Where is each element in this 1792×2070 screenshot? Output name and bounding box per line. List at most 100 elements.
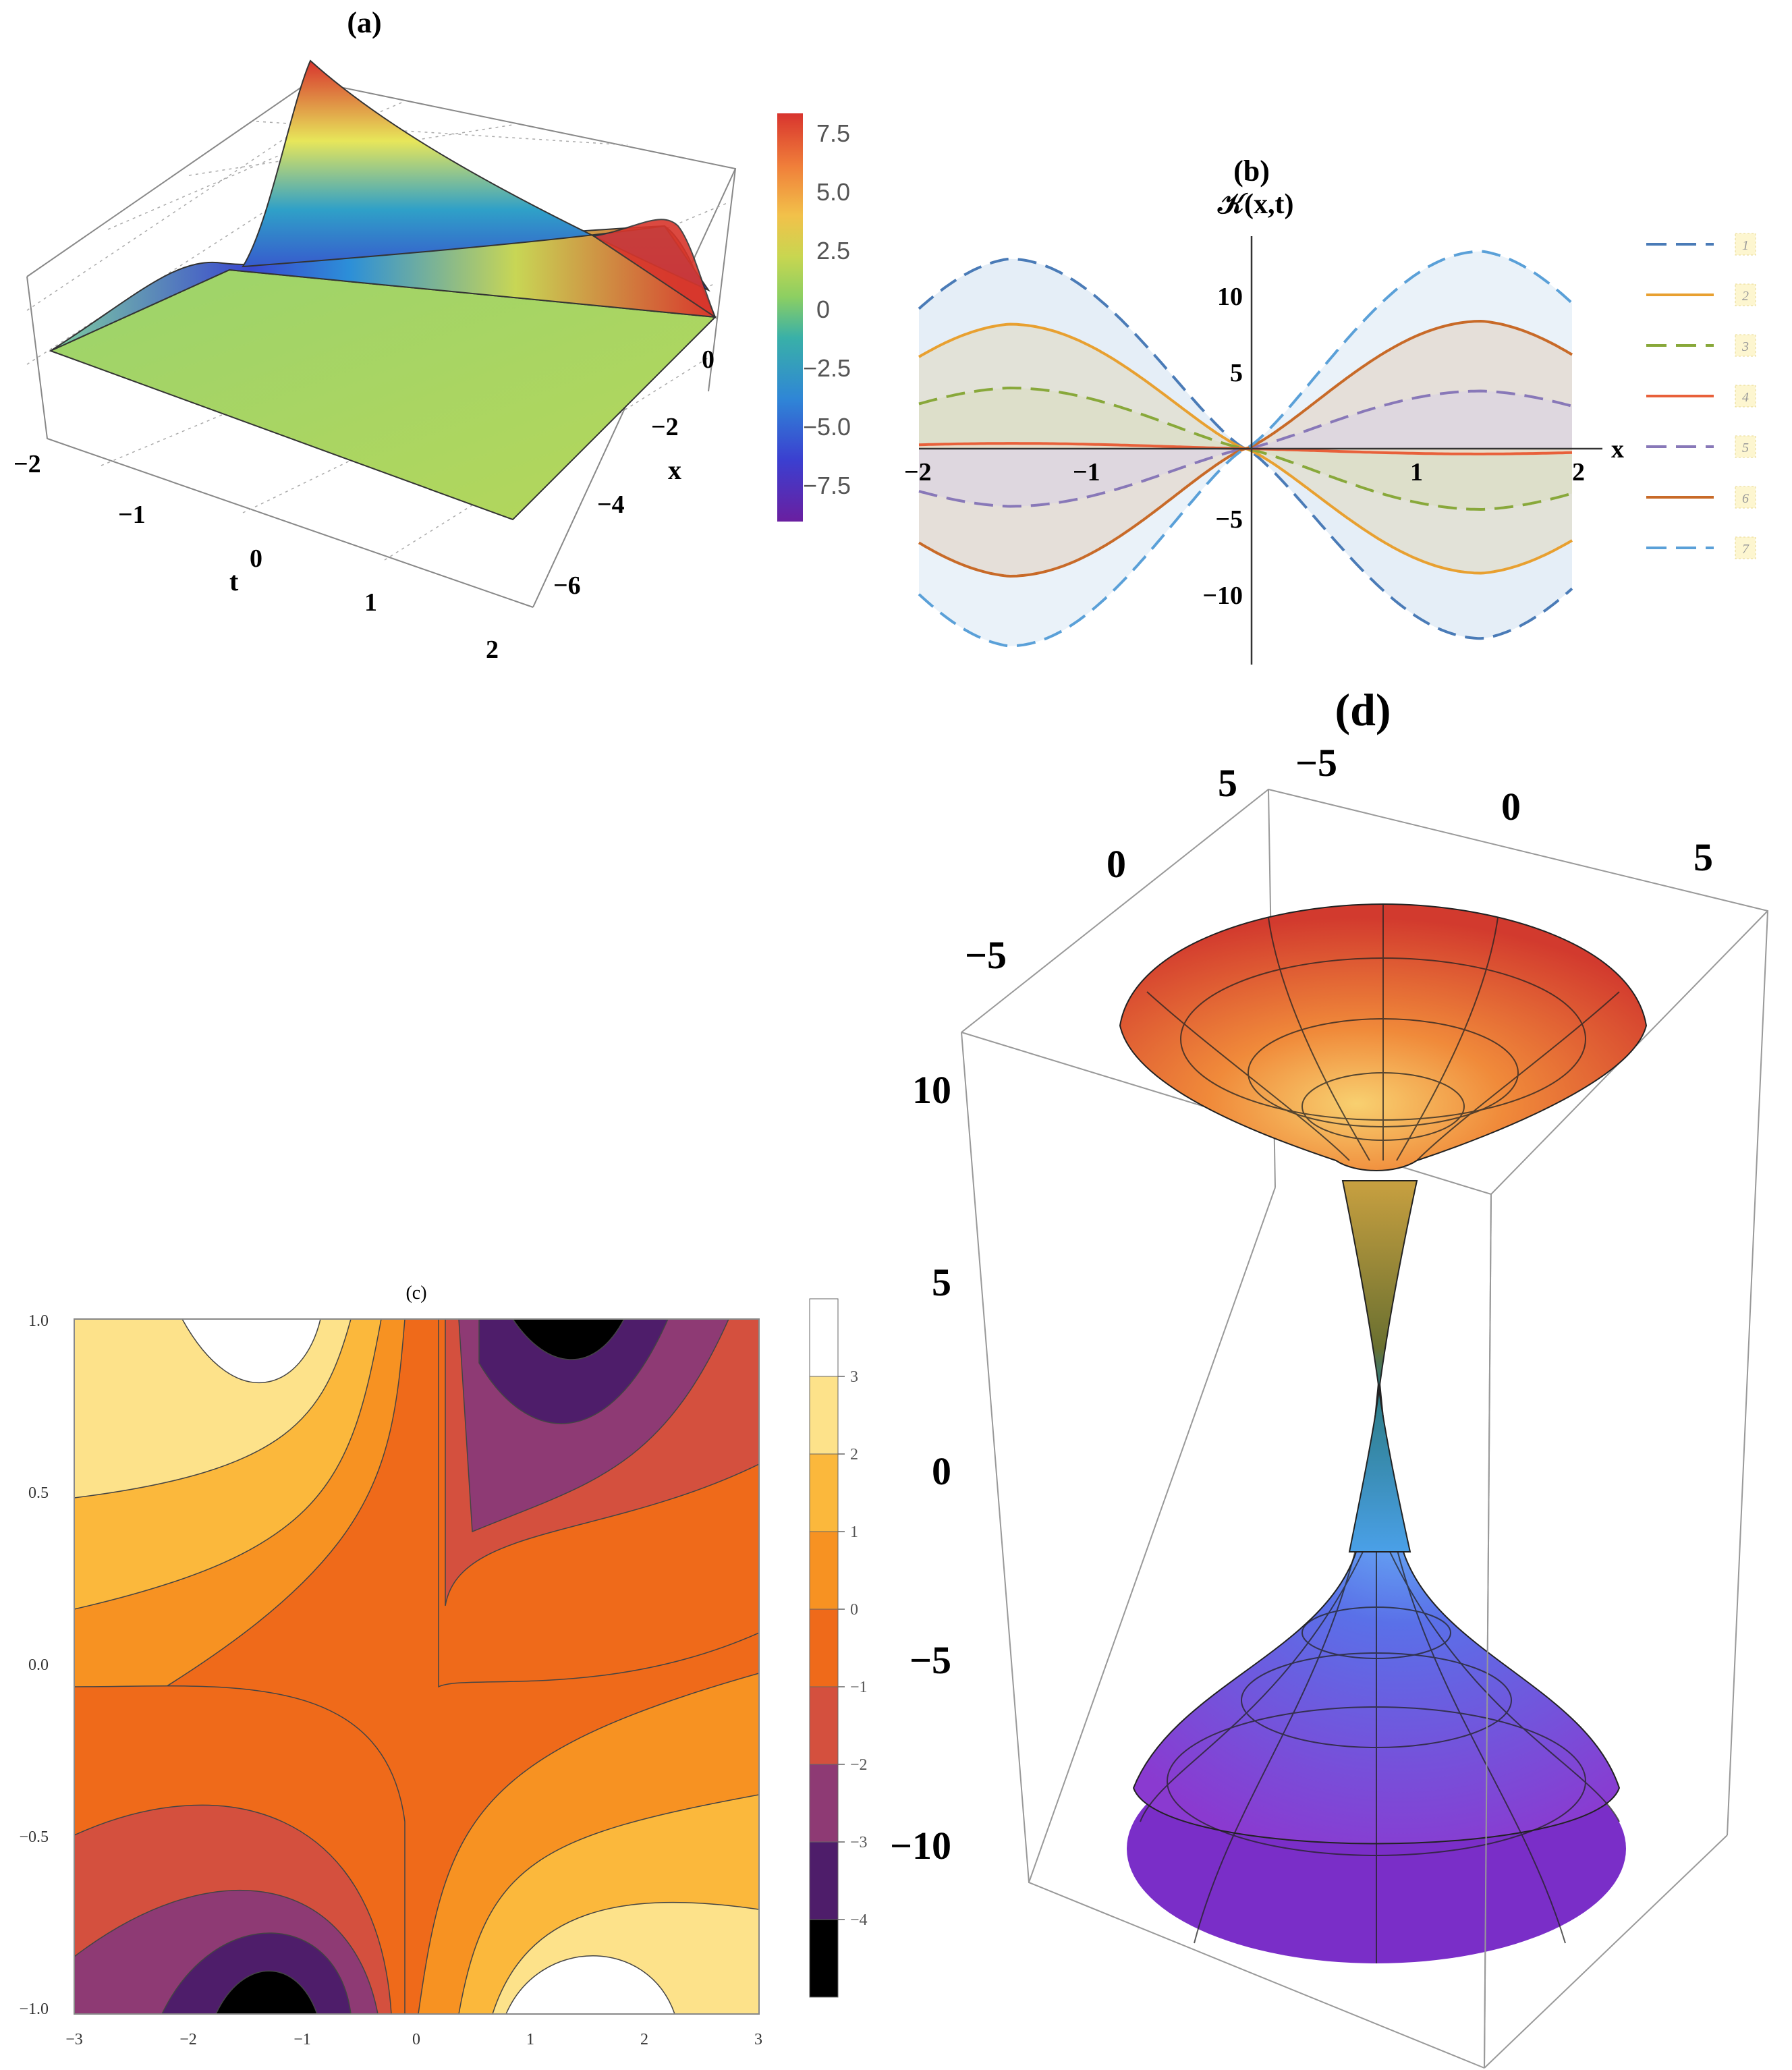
- t-tick: 1: [364, 588, 377, 617]
- legend-label: −3: [850, 1834, 868, 1851]
- chart-d-bottom-mesh: [1140, 1417, 1620, 1963]
- chart-d-neck: [1341, 1180, 1418, 1552]
- chart-c-contours: [74, 1319, 759, 2014]
- x-tick: 1: [526, 2031, 534, 2048]
- legend-swatch: [809, 1531, 839, 1610]
- legend-swatch: [809, 1376, 839, 1455]
- legend-label-4: 4: [1742, 390, 1749, 405]
- t-tick: −1: [118, 501, 146, 529]
- contour-band-9: [512, 1319, 625, 1360]
- y-tick: −10: [1202, 582, 1243, 610]
- contour-band-4: [181, 1319, 321, 1384]
- chart-a-t-ticks: −2 −1 0 1 2: [13, 450, 499, 664]
- legend-label-7: 7: [1742, 542, 1749, 557]
- t-tick: −2: [13, 450, 41, 478]
- z-tick: −10: [890, 1824, 951, 1868]
- legend-label: −4: [850, 1911, 868, 1929]
- legend-badge: [1735, 435, 1756, 458]
- chart-a-x-label: x: [668, 455, 681, 485]
- legend-swatch: [809, 1919, 839, 1998]
- tick: 0: [1501, 785, 1521, 829]
- legend-label: 0: [850, 1601, 858, 1619]
- legend-label-1: 1: [1742, 238, 1749, 253]
- y-tick: 10: [1217, 283, 1243, 311]
- chart-c: (c) 1.0 0.5 0.0 −0.5 −1.0 −3 −2 −1: [19, 1283, 868, 2048]
- legend-label: 3: [850, 1368, 858, 1386]
- legend-badge: [1735, 486, 1756, 509]
- chart-a-x-ticks: 0 −2 −4 −6: [553, 345, 715, 600]
- x-tick: −1: [293, 2031, 311, 2048]
- tick: 5: [1693, 835, 1713, 879]
- cbar-tick: 5.0: [816, 178, 850, 206]
- x-tick: −2: [904, 458, 932, 486]
- x-tick: −3: [65, 2031, 83, 2048]
- x-tick: 0: [412, 2031, 420, 2048]
- cbar-tick: 7.5: [816, 119, 850, 147]
- y-tick: 0.0: [28, 1656, 49, 1674]
- z-tick: 10: [912, 1068, 951, 1112]
- legend-badge: [1735, 536, 1756, 559]
- chart-d-top-ticks: 5 0 −5 −5 0 5: [965, 741, 1713, 977]
- chart-a-title: (a): [347, 6, 381, 39]
- legend-swatch: [809, 1764, 839, 1843]
- x-tick: −1: [1073, 458, 1100, 486]
- chart-d-top-mesh: [1146, 904, 1620, 1161]
- legend-swatch: [809, 1609, 839, 1687]
- chart-b-legend: 1 2 3 4 5 6 7: [1646, 233, 1756, 559]
- x-tick: 1: [1410, 458, 1423, 486]
- contour-band-14: [215, 1970, 318, 2014]
- chart-d-box-front: [1484, 1194, 1492, 2069]
- chart-d-title: (d): [1335, 684, 1391, 735]
- cbar-tick: −2.5: [803, 354, 851, 382]
- chart-a-colorbar: [777, 113, 803, 522]
- legend-label: −2: [850, 1756, 868, 1774]
- chart-c-x-ticks: −3 −2 −1 0 1 2 3: [65, 2031, 762, 2048]
- legend-swatch: [809, 1453, 839, 1532]
- chart-a: (a) −2 −1 0 1 2 t 0 −2 −4 −6 x 7.5: [13, 6, 851, 664]
- series-line-7: [918, 250, 1573, 648]
- chart-d-z-ticks: 10 5 0 −5 −10: [890, 1068, 951, 1868]
- y-tick: −5: [1215, 505, 1243, 534]
- t-tick: 2: [486, 636, 499, 664]
- chart-b-x-ticks: −2 −1 1 2: [904, 458, 1585, 486]
- legend-label-3: 3: [1741, 339, 1749, 354]
- legend-badge: [1735, 233, 1756, 256]
- z-tick: −5: [909, 1638, 951, 1682]
- chart-b: (b) 𝒦(x,t) −2 −1 1 2 x 10 5 −5 −10 1 2 3 4 5…: [904, 155, 1756, 665]
- chart-c-legend: 3 2 1 0 −1 −2 −3 −4: [809, 1298, 868, 1998]
- y-tick: −0.5: [19, 1828, 49, 1846]
- legend-label: 1: [850, 1523, 858, 1541]
- legend-swatch: [809, 1841, 839, 1920]
- y-tick: 5: [1230, 359, 1243, 387]
- chart-c-title: (c): [405, 1283, 426, 1304]
- chart-b-x-label: x: [1611, 435, 1624, 464]
- y-tick: 1.0: [28, 1312, 49, 1330]
- chart-b-y-ticks: 10 5 −5 −10: [1202, 283, 1243, 610]
- legend-label-2: 2: [1742, 289, 1749, 304]
- legend-label: −1: [850, 1679, 868, 1696]
- x-tick: 2: [640, 2031, 648, 2048]
- contour-band-8: [478, 1319, 669, 1424]
- y-tick: 0.5: [28, 1484, 49, 1502]
- tick: −5: [1295, 741, 1337, 785]
- x-tick: 3: [754, 2031, 762, 2048]
- x-tick: 2: [1572, 458, 1585, 486]
- chart-b-title: (b): [1233, 155, 1270, 188]
- z-tick: 5: [932, 1260, 951, 1304]
- cbar-tick: 2.5: [816, 237, 850, 264]
- contour-band-18: [505, 1955, 675, 2014]
- x-tick: −6: [553, 571, 581, 600]
- legend-label: 2: [850, 1446, 858, 1463]
- chart-c-y-ticks: 1.0 0.5 0.0 −0.5 −1.0: [19, 1312, 49, 2018]
- x-tick: −4: [597, 491, 625, 519]
- chart-c-frame: [74, 1318, 760, 2015]
- cbar-tick: −7.5: [803, 472, 851, 499]
- legend-badge: [1735, 334, 1756, 357]
- tick: −5: [965, 933, 1007, 977]
- legend-label-6: 6: [1742, 491, 1749, 506]
- legend-swatch: [809, 1686, 839, 1765]
- x-tick: 0: [702, 345, 715, 374]
- cbar-tick: −5.0: [803, 413, 851, 441]
- x-tick: −2: [179, 2031, 197, 2048]
